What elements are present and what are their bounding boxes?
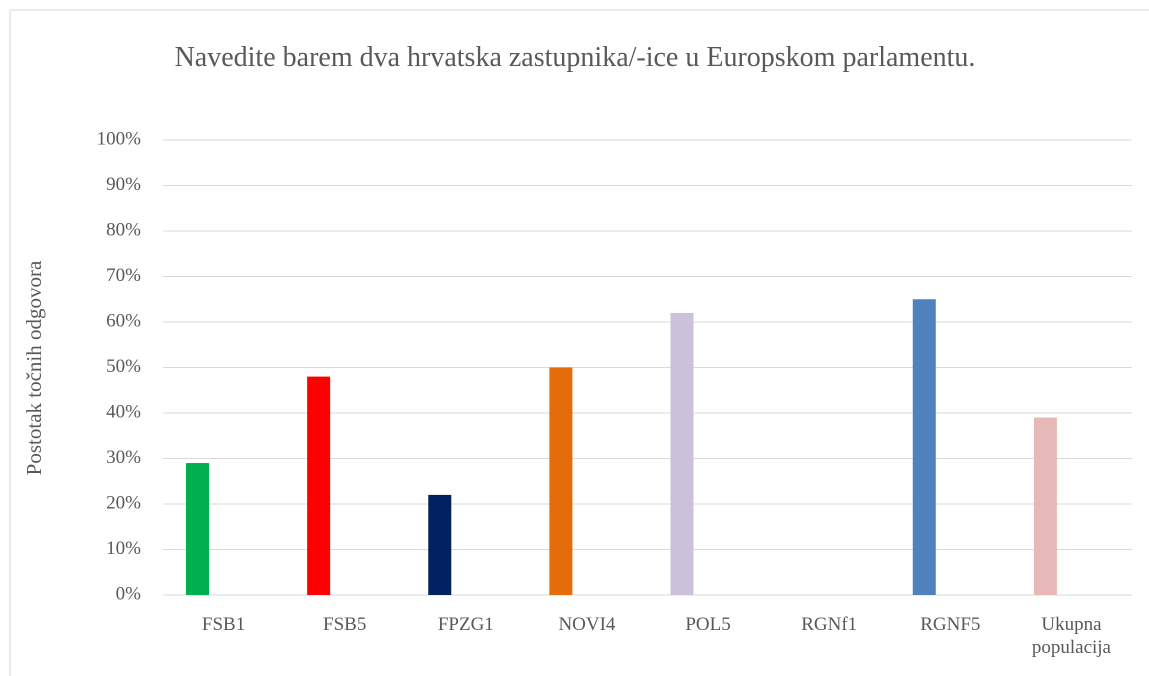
x-tick-label: FSB5: [323, 614, 367, 635]
y-tick-label: 10%: [106, 538, 141, 559]
y-tick-label: 50%: [106, 356, 141, 377]
y-tick-label: 100%: [97, 128, 142, 149]
x-tick-label: POL5: [685, 614, 731, 635]
y-tick-label: 20%: [106, 492, 141, 513]
y-tick-label: 30%: [106, 447, 141, 468]
bar: [307, 376, 331, 595]
chart-title: Navedite barem dva hrvatska zastupnika/-…: [174, 42, 976, 73]
y-tick-label: 60%: [106, 310, 141, 331]
y-axis-label: Postotak točnih odgovora: [22, 260, 46, 475]
bar: [912, 299, 936, 595]
y-tick-label: 80%: [106, 219, 141, 240]
bar: [670, 312, 694, 595]
y-tick-label: 40%: [106, 401, 141, 422]
x-tick-label: RGNf1: [801, 614, 858, 635]
bar: [428, 494, 452, 595]
bar: [549, 367, 573, 595]
x-tick-label: Ukupna populacija: [1031, 614, 1111, 658]
x-tick-label: FPZG1: [437, 614, 494, 635]
bar: [1033, 417, 1057, 595]
y-tick-label: 0%: [116, 583, 142, 604]
y-tick-label: 70%: [106, 265, 141, 286]
y-tick-label: 90%: [106, 174, 141, 195]
x-tick-label: RGNF5: [920, 614, 981, 635]
x-tick-label: NOVI4: [558, 614, 616, 635]
x-tick-label: FSB1: [201, 614, 246, 635]
bar: [186, 463, 210, 595]
